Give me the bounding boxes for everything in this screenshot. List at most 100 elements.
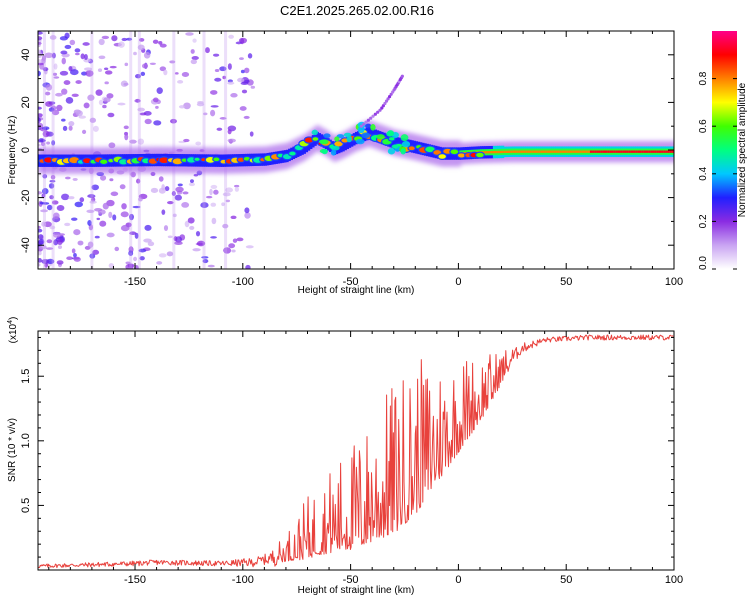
spectrogram-speckle [41, 221, 47, 227]
spectrogram-harmonic [359, 74, 404, 128]
spectrogram-speckle [101, 35, 110, 40]
spectrogram-harmonic-dot [371, 114, 375, 118]
spectrogram-harmonic-dot [378, 108, 382, 112]
spectrogram-speckle [38, 106, 42, 110]
spectrogram-speckle [73, 253, 77, 258]
spectrogram-speckle [140, 71, 146, 76]
spectrogram-core-line [555, 150, 559, 153]
snr-axes: -150 -100 -50 0 50 100 0.5 1.0 1.5 [20, 331, 683, 586]
spectrogram-speckle [137, 138, 145, 145]
spectrogram-speckle [230, 93, 238, 98]
snr-ylabel: SNR (10 * v/v) [7, 418, 18, 482]
spectrogram-core-line [622, 150, 626, 153]
colorbar-tick-label: 0.4 [698, 166, 709, 180]
spectrogram-core-line [536, 150, 539, 153]
spectrogram-speckle [161, 184, 165, 191]
spectrogram-speckle [205, 47, 210, 54]
spectrogram-speckle [108, 211, 113, 219]
spectrogram-speckle [183, 138, 190, 143]
spectrogram-speckle [234, 184, 240, 188]
spectrogram-core-line [583, 150, 587, 153]
spectrogram-speckle [107, 112, 115, 118]
spectrogram-speckle [108, 263, 115, 269]
spectrogram-core-line [564, 150, 567, 153]
spectrogram-blob [334, 141, 343, 147]
spectrogram-speckle [79, 197, 85, 203]
spectrogram-speckle [120, 224, 130, 232]
spectrogram-core-line [484, 151, 488, 154]
spectrogram-speckle [104, 81, 109, 85]
spectrogram-core-line [542, 150, 546, 153]
spectrogram-speckle [82, 42, 90, 46]
spectrogram-speckle [61, 118, 66, 122]
spectrogram-speckle [213, 189, 219, 195]
spectrogram-speckle [171, 190, 176, 197]
spectrogram-core-line [531, 150, 535, 153]
spectrogram-blob-secondary [370, 124, 376, 131]
spectrogram-speckle [68, 66, 73, 72]
spectrogram-speckle [234, 186, 240, 192]
spectrogram-speckle [60, 50, 68, 55]
spectrogram-core-line [501, 150, 505, 154]
spectrogram-speckle [87, 241, 94, 248]
spectrogram-speckle [138, 197, 143, 202]
spectrogram-core-line [581, 150, 585, 153]
spectrogram-band-cell [391, 135, 395, 149]
spectrogram-blob [438, 154, 446, 159]
spectrogram-speckle [87, 219, 92, 226]
spectrogram-speckle [227, 129, 232, 135]
spectrogram-core-line [514, 150, 518, 153]
spectrogram-core-line [510, 150, 513, 153]
spectrogram-speckle [245, 264, 251, 269]
spectrogram-speckle [166, 251, 174, 257]
spectrogram-speckle [112, 214, 117, 221]
spectrogram-speckle [89, 253, 96, 259]
spectrogram-speckle [167, 235, 173, 239]
spectrogram-blob [425, 146, 435, 153]
spectrogram-speckle [87, 209, 93, 213]
spectrogram-blob-secondary [355, 138, 365, 145]
spectrogram-speckle [241, 89, 248, 94]
colorbar-tick-label: 0.8 [698, 71, 709, 85]
spectrogram-core-line [518, 150, 522, 153]
spectrogram-speckle [89, 117, 97, 123]
spectrogram-speckle [136, 178, 141, 184]
spectrogram-xlabel: Height of straight line (km) [298, 285, 415, 296]
spectrogram-speckle [49, 225, 56, 230]
spectrogram-speckle [41, 259, 50, 264]
spectrogram-speckle [207, 264, 215, 268]
spectrogram-speckle [121, 203, 127, 210]
spectrogram-speckle [52, 232, 61, 238]
spectrogram-speckle [44, 52, 53, 59]
spectrogram-speckle [210, 202, 217, 207]
spectrogram-speckle [190, 49, 195, 54]
spectrogram-speckle [138, 38, 145, 42]
spectrogram-speckle [42, 130, 50, 138]
spectrogram-blob [312, 137, 319, 141]
spectrogram-core-line [626, 150, 630, 153]
spectrogram-blob [388, 137, 395, 141]
spectrogram-speckle [49, 35, 57, 40]
spectrogram-speckle [56, 260, 64, 265]
spectrogram-speckle [213, 53, 220, 57]
spectrogram-harmonic-dot [387, 94, 392, 99]
spectrogram-speckle [108, 142, 116, 149]
spectrogram-speckle [63, 80, 71, 86]
spectrogram-harmonic-dot [364, 120, 368, 124]
spectrogram-speckle [249, 131, 254, 137]
spectrogram-speckle [45, 84, 53, 91]
spectrogram-speckle [191, 55, 199, 61]
spectrogram-core-line [576, 150, 580, 153]
snr-marks [38, 334, 674, 569]
spectrogram-core-line [611, 150, 615, 153]
spectrogram-speckle [219, 117, 227, 120]
spectrogram-speckle [121, 37, 128, 42]
spectrogram-speckle [163, 69, 168, 76]
spectrogram-core-line [553, 150, 557, 153]
spectrogram-speckle [123, 82, 129, 86]
spectrogram-harmonic-dot [359, 124, 363, 128]
spectrogram-speckle [173, 236, 178, 242]
spectrogram-speckle [71, 248, 76, 254]
spectrogram-blob [108, 159, 114, 163]
snr-multiplier-exp: 4 [7, 320, 14, 324]
